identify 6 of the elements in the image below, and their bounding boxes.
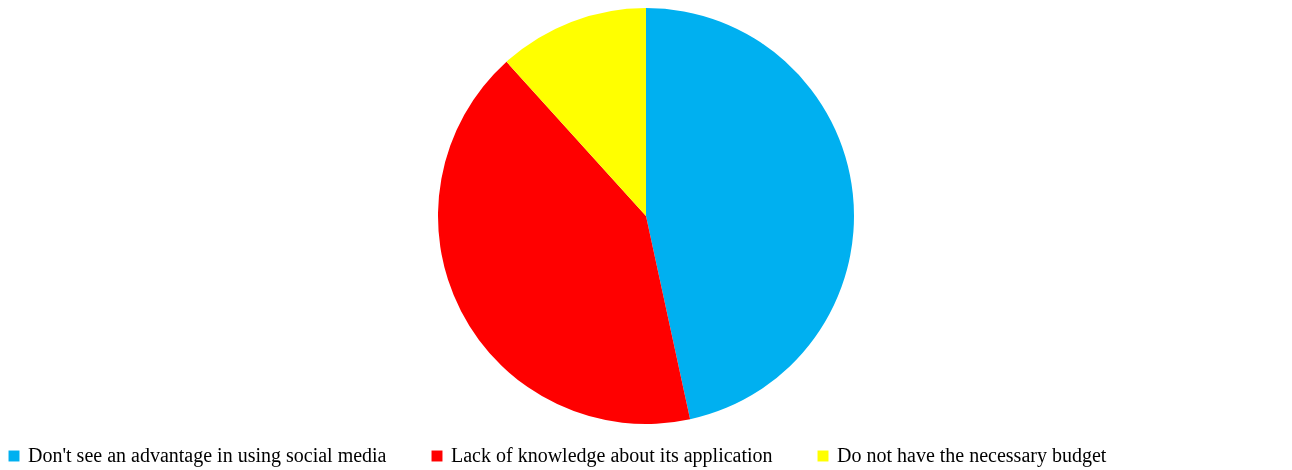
- legend-label: Lack of knowledge about its application: [451, 444, 773, 467]
- pie-slice: [646, 8, 854, 420]
- pie-slice: [506, 8, 646, 216]
- legend-label: Don't see an advantage in using social media: [28, 444, 387, 467]
- pie-slice: [438, 61, 691, 424]
- legend-label: Do not have the necessary budget: [837, 444, 1107, 467]
